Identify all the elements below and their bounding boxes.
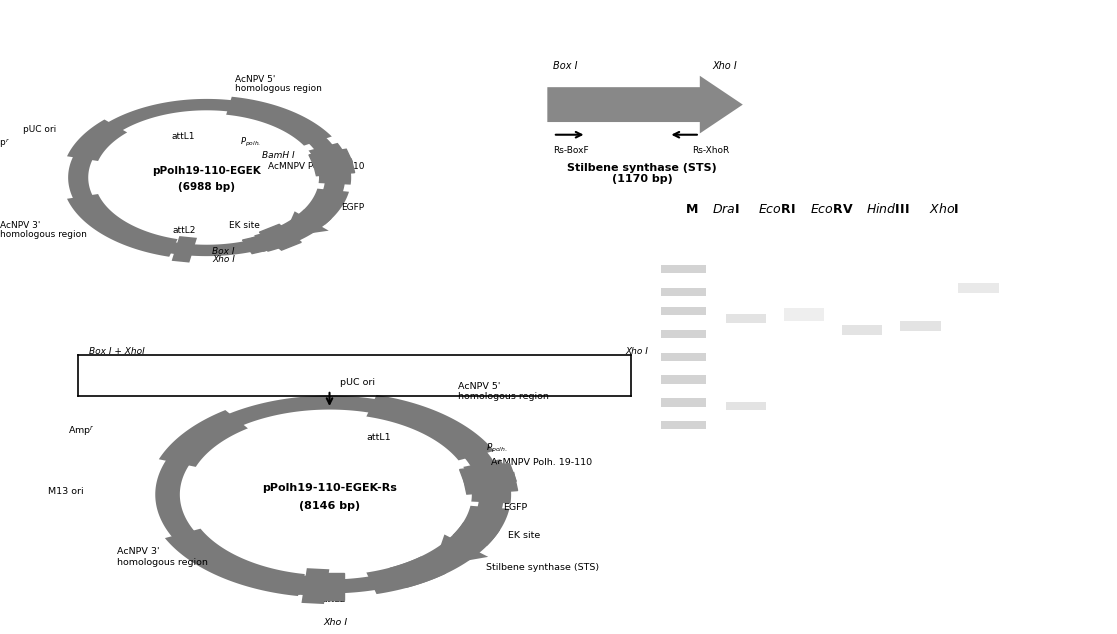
Polygon shape xyxy=(309,149,353,168)
Polygon shape xyxy=(547,76,743,134)
Polygon shape xyxy=(226,97,332,146)
Polygon shape xyxy=(433,534,488,566)
Polygon shape xyxy=(298,576,322,595)
Text: $\mathit{Dra}$I: $\mathit{Dra}$I xyxy=(713,202,739,216)
Polygon shape xyxy=(155,396,504,593)
Polygon shape xyxy=(259,224,302,250)
Text: Amp$^r$: Amp$^r$ xyxy=(0,136,11,150)
Text: (6988 bp): (6988 bp) xyxy=(178,182,236,192)
Text: attL1: attL1 xyxy=(172,132,195,141)
Text: attL1: attL1 xyxy=(366,433,391,442)
Bar xyxy=(900,321,941,331)
Text: Xho I: Xho I xyxy=(323,618,347,627)
Text: Amp$^r$: Amp$^r$ xyxy=(68,424,95,438)
Text: Xho I: Xho I xyxy=(713,61,737,72)
Text: Xho I: Xho I xyxy=(212,256,235,264)
Text: $\mathit{Eco}$RV: $\mathit{Eco}$RV xyxy=(810,202,855,216)
Polygon shape xyxy=(390,522,500,588)
Bar xyxy=(661,353,706,361)
Text: homologous region: homologous region xyxy=(458,392,548,401)
Polygon shape xyxy=(308,143,351,184)
Text: EK site: EK site xyxy=(508,531,541,540)
Text: attL2: attL2 xyxy=(172,226,195,235)
Text: Stilbene synthase (STS): Stilbene synthase (STS) xyxy=(486,563,599,572)
Text: AcMNPV Polh. 19-110: AcMNPV Polh. 19-110 xyxy=(491,458,593,467)
Bar xyxy=(661,288,706,296)
Polygon shape xyxy=(315,573,344,600)
Bar xyxy=(726,314,766,323)
Bar xyxy=(726,402,766,410)
Text: Box I: Box I xyxy=(212,247,235,256)
Bar xyxy=(784,308,824,321)
Text: AcNPV 3': AcNPV 3' xyxy=(117,547,160,556)
Text: M13 ori: M13 ori xyxy=(48,487,84,496)
Text: attL2: attL2 xyxy=(322,595,346,604)
Bar xyxy=(661,375,706,384)
Text: Rs-BoxF: Rs-BoxF xyxy=(553,146,589,155)
Bar xyxy=(661,307,706,315)
Text: Stilbene synthase (STS): Stilbene synthase (STS) xyxy=(567,163,717,173)
Text: AcMNPV Polh. 19-110: AcMNPV Polh. 19-110 xyxy=(268,162,364,171)
Text: EGFP: EGFP xyxy=(341,204,364,212)
Text: Box I + XhoI: Box I + XhoI xyxy=(89,347,145,356)
Polygon shape xyxy=(459,463,516,488)
Bar xyxy=(661,398,706,406)
Text: P$_{\mathit{polh.}}$: P$_{\mathit{polh.}}$ xyxy=(240,136,261,149)
Text: $\mathit{Xho}$I: $\mathit{Xho}$I xyxy=(929,202,958,216)
Text: AcNPV 3': AcNPV 3' xyxy=(0,221,40,230)
Bar xyxy=(958,283,999,293)
Text: $\mathit{Hind}$III: $\mathit{Hind}$III xyxy=(867,202,909,216)
Polygon shape xyxy=(165,529,305,596)
Bar xyxy=(661,421,706,429)
Polygon shape xyxy=(426,549,462,570)
Text: pPolh19-110-EGEK-Rs: pPolh19-110-EGEK-Rs xyxy=(262,483,397,493)
Bar xyxy=(661,265,706,273)
Polygon shape xyxy=(462,472,517,494)
Polygon shape xyxy=(242,236,267,254)
Text: homologous region: homologous region xyxy=(117,559,208,567)
Text: (8146 bp): (8146 bp) xyxy=(299,501,360,511)
Polygon shape xyxy=(313,159,354,176)
Text: M: M xyxy=(686,202,699,216)
Text: (1170 bp): (1170 bp) xyxy=(612,174,672,184)
Polygon shape xyxy=(68,99,345,256)
Polygon shape xyxy=(366,557,447,594)
Bar xyxy=(842,325,882,335)
Text: Box I: Box I xyxy=(553,61,577,72)
Text: homologous region: homologous region xyxy=(0,230,87,239)
Polygon shape xyxy=(67,120,127,161)
Polygon shape xyxy=(366,395,494,460)
Text: EK site: EK site xyxy=(229,221,260,230)
Text: AcNPV 5': AcNPV 5' xyxy=(458,382,500,391)
Text: Rs-XhoR: Rs-XhoR xyxy=(691,146,729,155)
Polygon shape xyxy=(452,506,509,546)
Polygon shape xyxy=(298,188,349,224)
Bar xyxy=(661,330,706,338)
Polygon shape xyxy=(159,410,248,467)
Polygon shape xyxy=(255,209,332,252)
Text: BamH I: BamH I xyxy=(262,151,295,160)
Text: Xho I: Xho I xyxy=(626,347,648,356)
Polygon shape xyxy=(280,574,306,594)
Polygon shape xyxy=(252,234,278,251)
Text: EGFP: EGFP xyxy=(503,503,527,512)
Text: pUC ori: pUC ori xyxy=(340,378,375,387)
Text: AcNPV 5': AcNPV 5' xyxy=(235,75,275,84)
Text: homologous region: homologous region xyxy=(235,84,322,93)
Polygon shape xyxy=(302,568,330,604)
Polygon shape xyxy=(172,236,197,262)
Text: P$_{\mathit{polh.}}$: P$_{\mathit{polh.}}$ xyxy=(486,443,508,455)
Polygon shape xyxy=(464,459,512,503)
Text: pUC ori: pUC ori xyxy=(22,126,56,134)
Text: $\mathit{Eco}$RI: $\mathit{Eco}$RI xyxy=(757,202,795,216)
Polygon shape xyxy=(67,194,178,257)
Text: pPolh19-110-EGEK: pPolh19-110-EGEK xyxy=(152,166,261,176)
Polygon shape xyxy=(284,211,328,237)
